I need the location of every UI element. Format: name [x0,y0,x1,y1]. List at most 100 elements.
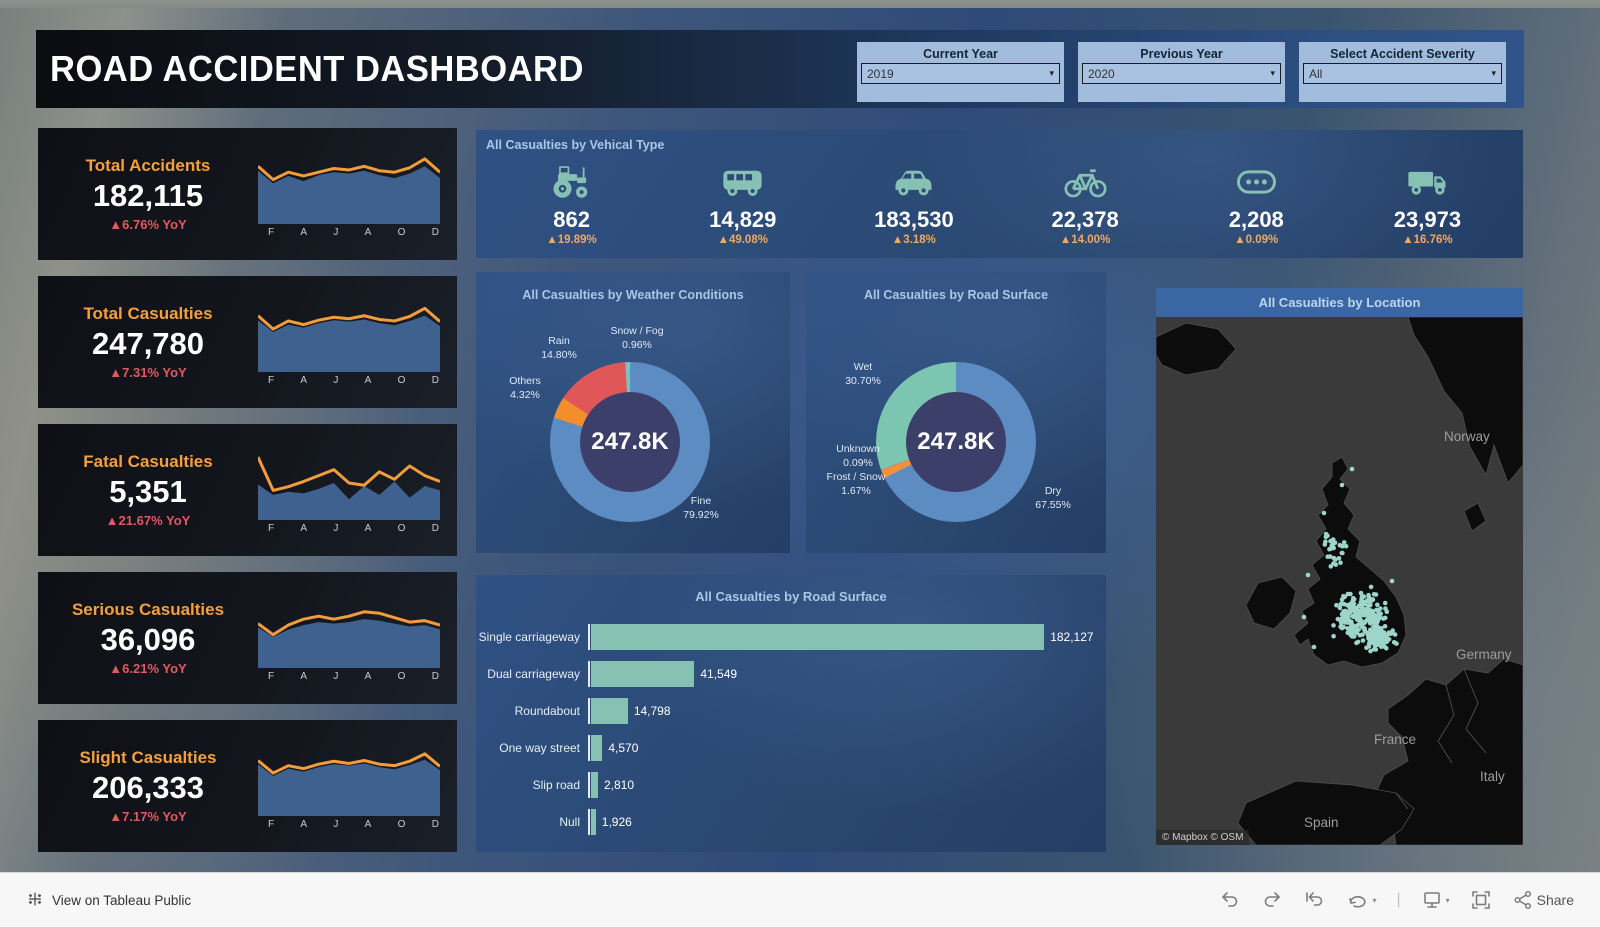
bar-roundabout[interactable] [591,697,628,724]
dropdown-value: All [1309,66,1323,81]
current-year-dropdown[interactable]: 2019 ▾ [861,63,1060,84]
dropdown-value: 2020 [1088,66,1115,81]
bar-null[interactable] [591,808,596,835]
kpi-value: 5,351 [109,474,187,509]
kpi-yoy-badge: ▲21.67% YoY [105,513,191,528]
revert-button[interactable] [1303,890,1325,910]
share-button[interactable]: Share [1512,889,1574,911]
bicycle-icon [1000,164,1171,205]
vehicle-stat-tractor[interactable]: 862 ▲19.89% [486,164,657,246]
road-donut-center: 247.8K [906,392,1006,492]
device-layout-button[interactable]: ▾ [1421,889,1450,911]
filter-group: Current Year 2019 ▾ Previous Year 2020 ▾… [857,42,1506,102]
chevron-down-icon: ▾ [1372,895,1377,905]
kpi-title: Slight Casualties [79,748,217,767]
bar-slip-road[interactable] [591,771,598,798]
weather-total: 247.8K [591,428,669,455]
previous-year-dropdown[interactable]: 2020 ▾ [1082,63,1281,84]
vehicle-value: 23,973 [1393,207,1462,232]
vehicle-yoy: ▲16.76% [1402,234,1453,246]
bar-single-carriageway[interactable] [591,623,1045,650]
map-label-norway: Norway [1444,429,1490,444]
weather-donut-center: 247.8K [580,392,680,492]
view-link-label: View on Tableau Public [52,892,192,908]
vehicle-stat-truck[interactable]: 23,973 ▲16.76% [1342,164,1513,246]
severity-dropdown[interactable]: All ▾ [1303,63,1502,84]
road-total: 247.8K [917,428,995,455]
kpi-value: 182,115 [92,178,204,213]
bar-panel-title: All Casualties by Road Surface [695,589,887,604]
view-on-tableau-public-link[interactable]: View on Tableau Public [26,890,191,911]
vehicle-value: 862 [553,207,590,232]
tableau-toolbar: View on Tableau Public ▾ | [0,872,1600,927]
weather-panel-title: All Casualties by Weather Conditions [522,288,744,302]
sparkline-chart[interactable] [258,150,440,224]
slice-label-snow-fog: Snow / Fog 0.96% [610,325,664,352]
slice-label-frost-snow: Frost / Snow 1.67% [826,471,886,498]
sparkline-chart[interactable] [258,594,440,668]
bar-dual-carriageway[interactable] [591,660,695,687]
kpi-value: 206,333 [91,770,205,805]
tableau-logo-icon [26,890,44,911]
vehicle-type-panel: All Casualties by Vehical Type 862 ▲19.8… [476,130,1523,258]
vehicle-stat-bicycle[interactable]: 22,378 ▲14.00% [1000,164,1171,246]
dropdown-value: 2019 [867,66,894,81]
other-vehicle-icon [1171,164,1342,205]
vehicle-yoy: ▲0.09% [1234,234,1279,246]
map-label-spain: Spain [1304,815,1339,830]
kpi-title: Serious Casualties [71,600,225,619]
refresh-button[interactable]: ▾ [1345,890,1376,910]
slice-label-rain: Rain 14.80% [541,335,577,362]
road-surface-panel: All Casualties by Road Surface 247.8K We… [806,272,1106,553]
dashboard-header: ROAD ACCIDENT DASHBOARD Current Year 201… [36,30,1524,108]
kpi-yoy-badge: ▲7.17% YoY [109,809,187,824]
vehicle-stat-bus[interactable]: 14,829 ▲49.08% [657,164,828,246]
vehicle-stat-car[interactable]: 183,530 ▲3.18% [828,164,999,246]
filter-label: Current Year [923,47,998,61]
filter-previous-year: Previous Year 2020 ▾ [1078,42,1285,102]
share-label: Share [1536,892,1574,908]
sparkline-chart[interactable] [258,742,440,816]
vehicle-value: 22,378 [1051,207,1119,232]
vehicle-value: 14,829 [709,207,777,232]
car-icon [828,164,999,205]
page-title: ROAD ACCIDENT DASHBOARD [50,48,584,89]
chevron-down-icon: ▾ [1445,895,1450,905]
vehicle-yoy: ▲3.18% [891,234,936,246]
bar-row: Dual carriageway 41,549 [476,655,1106,692]
toolbar-actions: ▾ | ▾ Share [1219,889,1574,911]
redo-button[interactable] [1261,890,1283,910]
vehicle-value: 183,530 [874,207,954,232]
location-map[interactable]: Norway Germany France Spain Italy © Mapb… [1156,317,1523,845]
kpi-yoy-badge: ▲6.21% YoY [109,661,187,676]
chevron-down-icon: ▾ [1270,68,1275,78]
sparkline-chart[interactable] [258,446,440,520]
map-attribution[interactable]: © Mapbox © OSM [1156,830,1250,845]
kpi-title: Fatal Casualties [83,452,213,471]
kpi-value: 36,096 [100,622,196,657]
sparkline-chart[interactable] [258,298,440,372]
vehicle-yoy: ▲14.00% [1059,234,1111,246]
chevron-down-icon: ▾ [1049,68,1054,78]
map-label-france: France [1374,732,1417,747]
filter-current-year: Current Year 2019 ▾ [857,42,1064,102]
map-canvas [1156,317,1523,845]
undo-button[interactable] [1219,890,1241,910]
map-title: All Casualties by Location [1258,295,1421,310]
slice-label-wet: Wet 30.70% [845,361,881,388]
vehicle-stat-other[interactable]: 2,208 ▲0.09% [1171,164,1342,246]
fullscreen-button[interactable] [1470,889,1492,911]
bar-row: Roundabout 14,798 [476,692,1106,729]
bar-row: Single carriageway 182,127 [476,618,1106,655]
kpi-value: 247,780 [91,326,205,361]
slice-label-others: Others 4.32% [509,375,541,402]
chevron-down-icon: ▾ [1491,68,1496,78]
kpi-title: Total Casualties [83,304,213,323]
map-label-germany: Germany [1456,647,1512,662]
bar-one-way-street[interactable] [591,734,603,761]
